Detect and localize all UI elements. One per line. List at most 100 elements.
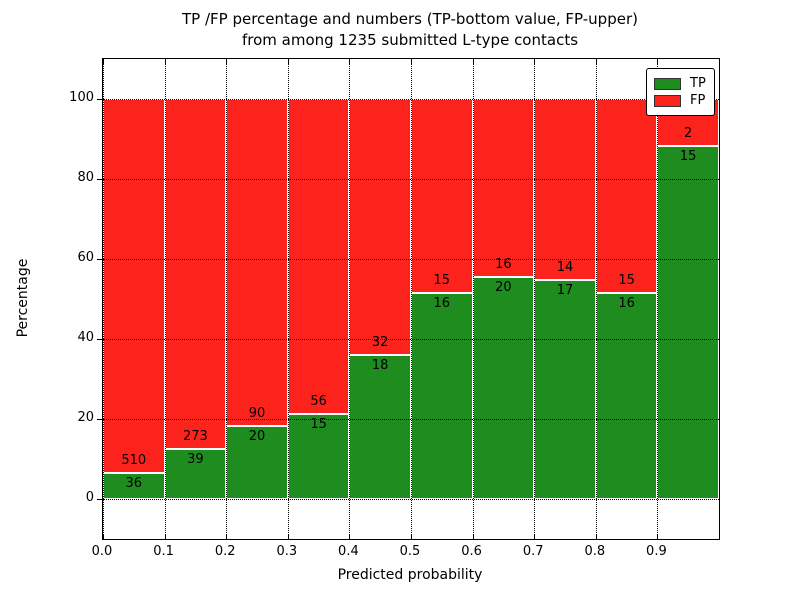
x-tick-bottom-0.1 (164, 534, 166, 539)
x-axis-label: Predicted probability (337, 567, 483, 583)
y-tick-label-60: 60 (77, 250, 94, 265)
fp-count-label-0.1: 273 (182, 429, 208, 444)
tp-count-label-0.3: 15 (310, 417, 327, 433)
legend-label-tp: TP (690, 76, 706, 91)
bar-segment-tp-0.4 (349, 355, 411, 499)
fp-count-label-0.0: 510 (121, 452, 147, 468)
y-tick-100 (97, 99, 102, 100)
x-tick-top-0.5 (411, 59, 412, 64)
y-tick-80 (97, 179, 102, 180)
x-tick-top-0.0 (103, 59, 104, 64)
bar-segment-tp-0.5 (411, 292, 473, 499)
x-tick-label-0.6: 0.6 (461, 544, 482, 559)
y-tick-label-0: 0 (85, 490, 94, 505)
x-tick-top-0.9 (657, 59, 659, 64)
x-tick-label-0.2: 0.2 (214, 544, 236, 559)
gridline-x-0.5 (411, 59, 412, 539)
tp-count-label-0.5: 16 (433, 295, 451, 311)
x-tick-top-0.2 (226, 59, 228, 64)
x-tick-label-0.9: 0.9 (646, 544, 667, 559)
gridline-x-0.9 (657, 59, 659, 539)
gridline-x-0.3 (287, 59, 289, 539)
legend-label-fp: FP (690, 93, 706, 108)
x-tick-top-0.6 (472, 59, 474, 64)
bar-segment-tp-0.9 (657, 146, 719, 499)
y-tick-40 (97, 339, 102, 340)
x-tick-label-0.8: 0.8 (584, 544, 606, 559)
bar-segment-fp-0.7 (534, 99, 596, 280)
x-tick-label-0.4: 0.4 (338, 544, 359, 559)
gridline-x-0.7 (534, 59, 536, 539)
legend: TP FP (646, 68, 715, 116)
gridline-y-100 (103, 99, 719, 100)
x-tick-label-0.0: 0.0 (91, 544, 113, 559)
fp-count-label-0.6: 16 (495, 256, 512, 272)
y-tick-60 (97, 259, 102, 260)
x-tick-label-0.1: 0.1 (153, 544, 174, 559)
gridline-x-0.2 (226, 59, 228, 539)
tp-count-label-0.6: 20 (495, 279, 512, 295)
bar-segment-fp-0.5 (411, 99, 473, 293)
plot-area: 510 36 273 39 90 20 56 15 32 18 15 16 16 20 14 17 15 16 2 1… (97, 58, 720, 540)
chart-title-line1: TP /FP percentage and numbers (TP-bottom… (182, 10, 638, 28)
bar-segment-fp-0.6 (472, 99, 535, 277)
x-tick-bottom-0.4 (349, 534, 351, 539)
fp-count-label-0.3: 56 (310, 394, 327, 410)
fp-count-label-0.4: 32 (371, 335, 389, 350)
bar-segment-tp-0.2 (226, 426, 288, 499)
legend-entry-fp: FP (654, 92, 706, 109)
gridline-x-0.0 (103, 59, 104, 539)
y-tick-20 (97, 419, 102, 420)
legend-entry-tp: TP (654, 75, 706, 92)
gridline-y-80 (103, 179, 719, 180)
x-tick-top-0.7 (534, 59, 536, 64)
x-tick-bottom-0.9 (657, 534, 659, 539)
x-tick-top-0.3 (287, 59, 289, 64)
x-tick-bottom-0.6 (472, 534, 474, 539)
gridline-x-0.1 (164, 59, 166, 539)
x-tick-label-0.3: 0.3 (276, 544, 298, 559)
fp-count-label-0.7: 14 (556, 259, 574, 275)
gridline-y-20 (103, 419, 719, 420)
x-tick-label-0.5: 0.5 (399, 544, 421, 559)
tp-count-label-0.2: 20 (248, 429, 266, 445)
x-tick-bottom-0.0 (103, 534, 104, 539)
fp-count-label-0.9: 2 (684, 126, 693, 142)
x-tick-bottom-0.8 (595, 534, 597, 539)
fp-count-label-0.8: 15 (618, 272, 635, 288)
gridline-y-40 (103, 339, 719, 340)
bar-segment-fp-0.4 (349, 99, 411, 355)
y-tick-0 (97, 499, 102, 500)
gridline-y-0 (103, 499, 719, 500)
bar-segment-fp-0.3 (287, 99, 350, 415)
x-tick-bottom-0.3 (287, 534, 289, 539)
tp-count-label-0.4: 18 (371, 358, 389, 373)
gridline-x-0.4 (349, 59, 351, 539)
chart-title: TP /FP percentage and numbers (TP-bottom… (102, 9, 718, 51)
chart-title-line2: from among 1235 submitted L-type contact… (241, 31, 579, 49)
x-tick-label-0.7: 0.7 (522, 544, 544, 559)
bar-segment-tp-0.3 (287, 414, 350, 499)
y-tick-label-100: 100 (69, 90, 94, 105)
bar-segment-fp-0.0 (103, 99, 165, 473)
tp-count-label-0.8: 16 (618, 295, 635, 311)
bar-segment-tp-0.7 (534, 279, 596, 499)
bar-segment-tp-0.6 (472, 276, 535, 499)
y-tick-label-40: 40 (77, 330, 94, 345)
legend-swatch-fp-icon (654, 94, 681, 107)
y-tick-label-20: 20 (77, 410, 94, 425)
legend-swatch-tp-icon (654, 77, 681, 90)
tp-count-label-0.7: 17 (556, 282, 574, 298)
tp-count-label-0.0: 36 (125, 475, 143, 491)
fp-count-label-0.5: 15 (433, 272, 451, 288)
x-tick-top-0.4 (349, 59, 351, 64)
tp-count-label-0.9: 15 (679, 149, 697, 165)
bar-segment-fp-0.8 (595, 99, 658, 293)
y-tick-label-80: 80 (77, 170, 94, 185)
bar-segment-tp-0.8 (595, 292, 658, 499)
x-tick-top-0.1 (164, 59, 166, 64)
bar-segment-fp-0.1 (164, 99, 227, 449)
x-tick-bottom-0.7 (534, 534, 536, 539)
bar-segment-tp-0.0 (103, 472, 165, 499)
